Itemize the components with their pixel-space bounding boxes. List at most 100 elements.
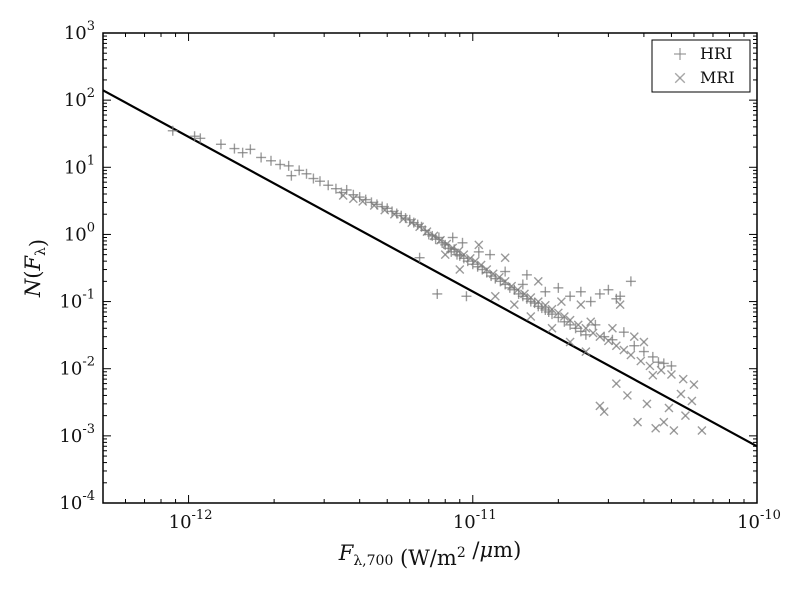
- mri-point: [513, 285, 523, 295]
- mri-point: [559, 311, 569, 321]
- mri-point: [500, 276, 510, 286]
- mri-point: [519, 289, 529, 299]
- mri-point: [599, 407, 609, 417]
- mri-point: [664, 403, 674, 413]
- hri-point: [377, 201, 388, 212]
- hri-point: [323, 180, 334, 191]
- hri-point: [611, 293, 622, 304]
- hri-point: [360, 194, 371, 205]
- mri-point: [490, 291, 500, 301]
- mri-point: [398, 214, 408, 224]
- mri-point: [666, 370, 676, 379]
- hri-point: [553, 312, 564, 323]
- legend-marker-mri: [674, 72, 686, 84]
- series-mri: [338, 191, 707, 436]
- mri-point: [576, 300, 586, 310]
- hri-point: [585, 296, 596, 307]
- hri-point: [594, 288, 605, 299]
- fit-line: [102, 89, 758, 448]
- mri-point: [687, 396, 697, 406]
- hri-point: [565, 319, 576, 330]
- x-tick-label: 10-11: [453, 508, 497, 533]
- mri-point: [533, 276, 543, 286]
- mri-point: [459, 250, 469, 260]
- mri-point: [615, 300, 625, 310]
- hri-point: [294, 165, 305, 176]
- mri-point: [436, 235, 446, 245]
- mri-point: [611, 379, 621, 389]
- hri-point: [245, 144, 256, 155]
- legend-label-hri: HRI: [700, 44, 732, 63]
- mri-point: [338, 191, 348, 200]
- hri-point: [286, 170, 297, 181]
- mri-point: [429, 231, 439, 241]
- mri-point: [565, 315, 575, 325]
- mri-point: [639, 337, 649, 347]
- hri-point: [432, 288, 443, 299]
- hri-point: [265, 155, 276, 166]
- x-tick-label: 10-12: [169, 508, 213, 533]
- mri-point: [470, 256, 480, 266]
- mri-point: [553, 308, 563, 318]
- mri-point: [547, 304, 557, 314]
- x-axis-label: Fλ,700 (W/m2 /μm): [338, 538, 522, 570]
- hri-point: [237, 147, 248, 158]
- mri-point: [494, 272, 504, 282]
- hri-point: [625, 276, 636, 287]
- hri-point: [666, 360, 677, 371]
- mri-point: [573, 320, 583, 330]
- hri-point: [547, 309, 558, 320]
- hri-point: [461, 291, 472, 302]
- hri-point: [500, 266, 511, 277]
- mri-point: [622, 390, 632, 400]
- hri-point: [301, 168, 312, 179]
- mri-point: [380, 205, 390, 215]
- mri-point: [474, 240, 484, 250]
- mri-point: [422, 227, 432, 237]
- hri-point: [473, 246, 484, 257]
- mri-point: [651, 423, 661, 433]
- y-tick-label: 10-2: [59, 355, 95, 380]
- mri-point: [626, 350, 636, 360]
- mri-point: [533, 297, 543, 307]
- hri-point: [330, 183, 341, 194]
- hri-point: [336, 187, 347, 198]
- hri-point: [341, 184, 352, 195]
- mri-point: [676, 389, 686, 399]
- mri-point: [607, 323, 617, 333]
- hri-point: [314, 176, 325, 187]
- mri-point: [581, 323, 591, 333]
- hri-point: [457, 237, 468, 248]
- mri-point: [348, 194, 358, 204]
- mri-point: [526, 293, 536, 302]
- mri-point: [697, 426, 707, 436]
- mri-point: [476, 260, 486, 270]
- hri-point: [653, 357, 664, 368]
- mri-point: [440, 250, 450, 260]
- legend: HRI MRI: [651, 39, 751, 93]
- hri-point: [215, 139, 226, 150]
- hri-point: [517, 279, 528, 290]
- mri-point: [465, 253, 475, 263]
- y-axis-label: N(Fλ): [21, 239, 50, 298]
- y-tick-label: 101: [64, 153, 95, 178]
- mri-point: [645, 361, 655, 371]
- mri-point: [448, 243, 458, 253]
- x-tick-label: 10-10: [737, 508, 781, 533]
- mri-point: [455, 265, 465, 275]
- mri-point: [611, 341, 621, 351]
- hri-point: [575, 286, 586, 297]
- mri-point: [507, 281, 517, 291]
- hri-point: [590, 319, 601, 330]
- hri-point: [275, 159, 286, 170]
- mri-point: [648, 370, 658, 380]
- legend-marker-hri: [674, 48, 686, 60]
- hri-point: [618, 327, 629, 338]
- mri-point: [659, 417, 669, 427]
- hri-point: [447, 232, 458, 243]
- hri-point: [485, 249, 496, 260]
- hri-point: [283, 160, 294, 171]
- hri-point: [565, 291, 576, 302]
- mri-point: [407, 218, 417, 228]
